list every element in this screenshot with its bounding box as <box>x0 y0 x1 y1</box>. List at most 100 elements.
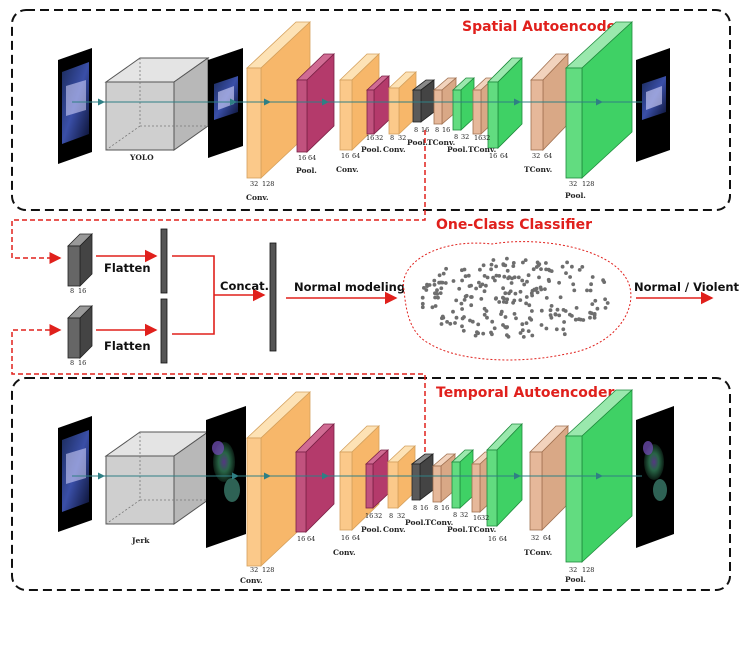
cluster-point <box>489 267 493 272</box>
temporal-dim-out-a: 32 <box>569 566 577 574</box>
temporal-up2-block <box>486 423 523 527</box>
temporal-pool5-label: Pool. <box>565 575 586 584</box>
cluster-point <box>521 335 526 339</box>
spatial-tconv1-label: TConv. <box>427 138 455 147</box>
cluster-point <box>573 317 578 322</box>
cluster-point <box>501 295 505 300</box>
cluster-point <box>511 264 516 268</box>
cluster-point <box>507 291 511 296</box>
temporal-frame <box>11 377 731 591</box>
spatial-tconv3-block <box>530 53 569 151</box>
spatial-pool1-label: Pool. <box>296 166 317 175</box>
cluster-point <box>460 278 464 283</box>
spatial-dim-pool4-b: 32 <box>461 133 469 141</box>
cluster-point <box>527 303 532 308</box>
cluster-point <box>420 301 425 306</box>
spatial-dim-tconv1-a: 8 <box>435 126 439 134</box>
feat1-dim-a: 8 <box>70 287 74 295</box>
cluster-point <box>462 315 466 319</box>
cluster-point <box>520 278 525 283</box>
cluster-point <box>585 288 589 293</box>
spatial-output-frame <box>636 48 670 162</box>
temporal-dim-pool3-a: 8 <box>413 504 417 512</box>
cluster-point <box>440 280 445 285</box>
spatial-up2-block <box>487 57 523 149</box>
cluster-point <box>593 298 598 303</box>
cluster-point <box>527 316 532 321</box>
temporal-dim-pool5-b: 64 <box>543 534 551 542</box>
cluster-point <box>520 328 525 333</box>
temporal-latent-connector <box>11 324 426 452</box>
cluster-point <box>539 287 544 292</box>
spatial-conv1-label: Conv. <box>246 193 269 202</box>
spatial-dim-pool1-b: 64 <box>308 154 316 162</box>
temporal-feature-cube <box>67 305 93 359</box>
cluster-point <box>482 312 487 317</box>
cluster-point <box>603 297 607 302</box>
cluster-point <box>516 275 521 280</box>
temporal-dim-tconv3-b: 64 <box>499 535 507 543</box>
cluster-point <box>481 263 486 268</box>
cluster-point <box>531 267 536 272</box>
spatial-up3-block <box>564 21 634 179</box>
temporal-dim-pool4-b: 32 <box>460 511 468 519</box>
temporal-dim-conv3-b: 32 <box>397 512 405 520</box>
cluster-point <box>437 280 441 285</box>
cluster-point <box>482 274 487 278</box>
temporal-dim-pool3-b: 16 <box>420 504 428 512</box>
cluster-point <box>501 300 506 304</box>
spatial-detected-frame <box>208 48 243 158</box>
cluster-point <box>425 282 429 287</box>
cluster-point <box>580 265 585 269</box>
cluster-point <box>484 283 488 288</box>
cluster-point <box>577 268 582 272</box>
cluster-point <box>435 288 439 293</box>
cluster-point <box>601 278 605 283</box>
temporal-dim-out-b: 128 <box>582 566 594 574</box>
temporal-dim-tconv1-a: 8 <box>434 504 438 512</box>
temporal-dim-conv1-a: 32 <box>250 566 258 574</box>
spatial-dim-tconv1-b: 16 <box>442 126 450 134</box>
cluster-point <box>454 298 459 303</box>
cluster-point <box>479 297 484 301</box>
cluster-point <box>462 267 467 272</box>
temporal-dim-tconv2-b: 32 <box>481 514 489 522</box>
cluster-point <box>526 329 531 333</box>
cluster-point <box>524 295 529 299</box>
cluster-point <box>518 289 523 294</box>
yolo-box <box>104 57 210 151</box>
spatial-latent-connector <box>11 130 426 264</box>
cluster-point <box>422 286 426 290</box>
flat-vector-2 <box>160 298 168 364</box>
cluster-point <box>506 334 511 339</box>
cluster-point <box>453 321 457 325</box>
classifier-title: One-Class Classifier <box>436 217 592 233</box>
concat-label: Concat. <box>220 279 269 293</box>
cluster-point <box>590 275 595 279</box>
cluster-point <box>503 315 508 319</box>
temporal-conv2-label: Conv. <box>333 548 356 557</box>
cluster-point <box>481 331 486 336</box>
cluster-point <box>565 260 569 265</box>
cluster-point <box>489 330 493 335</box>
temporal-input-frame <box>58 416 92 532</box>
cluster-point <box>463 294 468 299</box>
cluster-point <box>444 266 448 271</box>
cluster-point <box>490 319 495 324</box>
cluster-point <box>561 327 566 332</box>
cluster-point <box>547 279 551 283</box>
cluster-point <box>544 326 549 331</box>
cluster-point <box>526 273 531 278</box>
cluster-point <box>562 320 566 324</box>
cluster-point <box>437 273 442 278</box>
cluster-point <box>513 291 518 296</box>
cluster-point <box>494 296 498 300</box>
cluster-point <box>506 276 510 281</box>
temporal-dim-pool1-a: 16 <box>297 535 305 543</box>
cluster-point <box>578 317 583 322</box>
temporal-title: Temporal Autoencoder <box>436 385 614 401</box>
temporal-conv3-label: Conv. <box>383 525 406 534</box>
cluster-point <box>445 320 449 324</box>
spatial-tconv2-label: TConv. <box>468 145 496 154</box>
normal-modeling-label: Normal modeling <box>294 280 405 294</box>
